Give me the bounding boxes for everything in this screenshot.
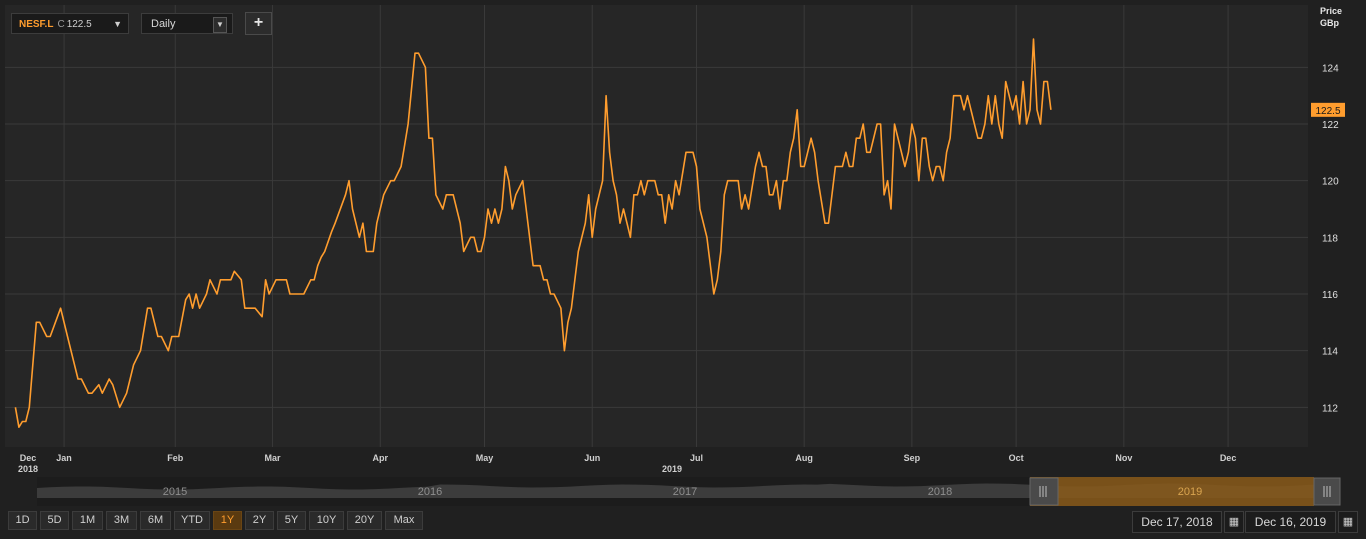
calendar-icon[interactable]: ▦ xyxy=(1338,511,1358,533)
ticker-selector[interactable]: NESF.L C 122.5 ▼ xyxy=(11,13,129,34)
chevron-down-icon[interactable]: ▼ xyxy=(113,19,122,29)
range-button-10y[interactable]: 10Y xyxy=(309,511,344,530)
y-tick-label: 122 xyxy=(1322,120,1339,131)
plot-area xyxy=(5,5,1308,447)
x-tick-label: Nov xyxy=(1115,453,1132,463)
y-tick-label: 124 xyxy=(1322,63,1339,74)
last-value-badge xyxy=(1311,102,1345,117)
range-button-5y[interactable]: 5Y xyxy=(277,511,306,530)
navigator-year-label: 2017 xyxy=(673,486,697,498)
range-button-6m[interactable]: 6M xyxy=(140,511,171,530)
x-tick-label: Feb xyxy=(167,453,184,463)
x-year-label: 2018 xyxy=(18,464,38,474)
range-button-bar: 1D 5D 1M 3M 6M YTD 1Y 2Y 5Y 10Y 20Y Max xyxy=(8,511,426,531)
navigator-year-label: 2019 xyxy=(1178,486,1202,498)
range-button-ytd[interactable]: YTD xyxy=(174,511,210,530)
navigator-left-handle[interactable] xyxy=(1029,477,1059,506)
range-button-20y[interactable]: 20Y xyxy=(347,511,382,530)
y-tick-label: 116 xyxy=(1322,290,1338,301)
range-button-max[interactable]: Max xyxy=(385,511,423,530)
interval-value: Daily xyxy=(151,18,176,30)
y-axis-unit: GBp xyxy=(1320,18,1339,28)
range-button-2y[interactable]: 2Y xyxy=(245,511,274,530)
add-study-button[interactable]: + xyxy=(245,12,272,35)
chevron-down-icon[interactable]: ▼ xyxy=(213,17,227,33)
close-label: C xyxy=(57,19,65,30)
y-tick-label: 118 xyxy=(1322,233,1338,244)
range-button-5d[interactable]: 5D xyxy=(40,511,69,530)
range-button-1m[interactable]: 1M xyxy=(72,511,103,530)
x-tick-label: Dec xyxy=(1220,453,1237,463)
x-tick-label: Dec xyxy=(20,453,37,463)
ticker-symbol: NESF.L xyxy=(19,19,54,30)
x-tick-label: Sep xyxy=(904,453,921,463)
x-tick-label: Oct xyxy=(1009,453,1024,463)
x-tick-label: Jun xyxy=(584,453,600,463)
calendar-icon[interactable]: ▦ xyxy=(1224,511,1244,533)
end-date-field[interactable]: Dec 16, 2019 xyxy=(1245,511,1336,533)
x-tick-label: Apr xyxy=(373,453,389,463)
start-date-field[interactable]: Dec 17, 2018 xyxy=(1132,511,1222,533)
navigator-history-area xyxy=(37,483,1339,498)
interval-selector[interactable]: Daily ▼ xyxy=(141,13,233,34)
x-tick-label: Aug xyxy=(795,453,813,463)
range-button-1y[interactable]: 1Y xyxy=(213,511,242,530)
y-tick-label: 114 xyxy=(1322,347,1338,358)
range-button-1d[interactable]: 1D xyxy=(8,511,37,530)
x-tick-label: Jul xyxy=(690,453,703,463)
range-button-3m[interactable]: 3M xyxy=(106,511,137,530)
navigator-year-label: 2016 xyxy=(418,486,442,498)
navigator-year-label: 2015 xyxy=(163,486,187,498)
x-tick-label: May xyxy=(476,453,494,463)
ticker-last-value: 122.5 xyxy=(66,19,92,30)
navigator-year-label: 2018 xyxy=(928,486,952,498)
y-axis-title: Price xyxy=(1320,6,1343,16)
y-axis-header: Price GBp xyxy=(1320,5,1342,29)
x-tick-label: Jan xyxy=(56,453,72,463)
x-tick-label: Mar xyxy=(265,453,282,463)
navigator-selection[interactable] xyxy=(1030,477,1314,506)
x-year-label: 2019 xyxy=(662,464,682,474)
y-tick-label: 120 xyxy=(1322,177,1339,188)
y-tick-label: 112 xyxy=(1322,403,1338,414)
price-series-line xyxy=(14,38,1052,428)
navigator-right-handle[interactable] xyxy=(1313,477,1341,506)
last-value-label: 122.5 xyxy=(1315,106,1340,117)
